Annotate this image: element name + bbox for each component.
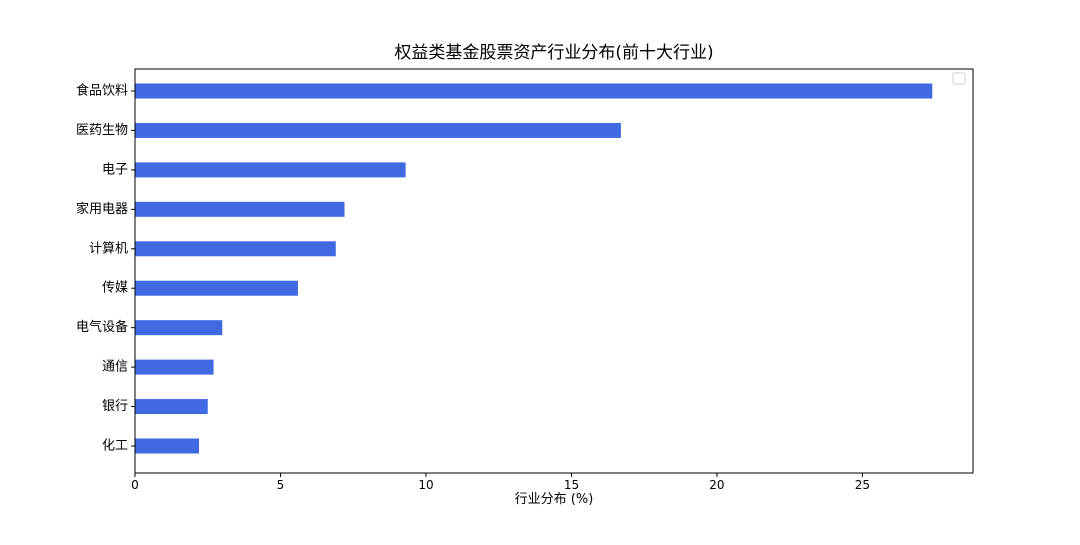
chart-title: 权益类基金股票资产行业分布(前十大行业)	[394, 43, 713, 63]
x-tick-label: 20	[709, 478, 724, 492]
category-label: 电子	[102, 162, 128, 177]
x-tick-label: 15	[564, 478, 579, 492]
bar	[135, 122, 621, 138]
category-label: 通信	[102, 360, 128, 375]
x-axis-label: 行业分布 (%)	[515, 492, 594, 507]
category-label: 计算机	[89, 241, 128, 256]
x-tick-label: 10	[418, 478, 433, 492]
category-label: 化工	[102, 439, 128, 454]
x-tick-label: 25	[855, 478, 870, 492]
x-ticks: 0 5 10 15 20 25	[131, 473, 870, 492]
legend-box	[952, 72, 966, 85]
category-label: 家用电器	[76, 201, 128, 217]
category-label: 食品饮料	[76, 83, 128, 99]
x-tick-label: 5	[277, 478, 285, 492]
bar	[135, 280, 298, 296]
x-tick-label: 0	[131, 478, 139, 492]
category-label: 银行	[102, 399, 128, 414]
bar	[135, 320, 223, 336]
bar	[135, 201, 345, 217]
bar	[135, 399, 208, 415]
category-label: 电气设备	[76, 319, 128, 335]
bar	[135, 162, 406, 178]
plot-frame	[134, 68, 974, 474]
bar	[135, 438, 200, 454]
category-label: 医药生物	[76, 123, 128, 138]
bar	[135, 241, 336, 257]
bars-group	[135, 83, 933, 454]
category-label: 传媒	[102, 281, 128, 296]
bar	[135, 83, 933, 99]
bar	[135, 359, 214, 375]
